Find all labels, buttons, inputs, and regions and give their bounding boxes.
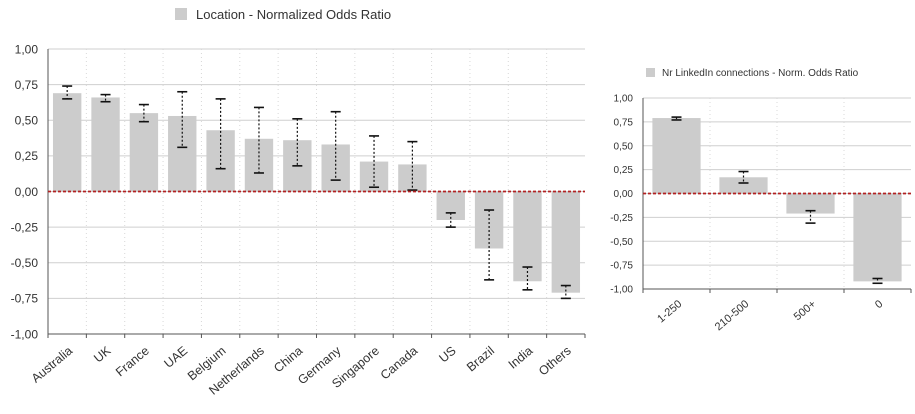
- y-tick-label: 0,75: [15, 78, 39, 92]
- bar: [652, 118, 701, 194]
- legend-label: Location - Normalized Odds Ratio: [196, 7, 391, 22]
- legend: Location - Normalized Odds Ratio: [175, 7, 391, 22]
- y-tick-label: 0,50: [15, 114, 39, 128]
- location-odds-chart: Location - Normalized Odds Ratio 1,00 0,7…: [11, 7, 586, 398]
- y-tick-label: 0,75: [614, 117, 634, 128]
- legend-swatch: [646, 68, 655, 77]
- bar: [551, 191, 581, 293]
- linkedin-connections-chart: Nr LinkedIn connections - Norm. Odds Rat…: [610, 68, 912, 333]
- y-tick-label: -0,75: [610, 261, 633, 272]
- y-axis: 1,00 0,75 0,50 0,25 0,00 -0,25 -0,50 -0,75 -1,00: [610, 94, 644, 296]
- y-tick-label: -0,50: [610, 237, 633, 248]
- x-tick-label: China: [271, 344, 305, 376]
- x-tick-label: Canada: [378, 344, 421, 383]
- y-tick-label: 0,25: [614, 165, 634, 176]
- x-tick-label: Others: [536, 344, 574, 379]
- y-tick-label: -1,00: [11, 327, 39, 341]
- legend: Nr LinkedIn connections - Norm. Odds Rat…: [646, 68, 859, 79]
- y-tick-label: -0,25: [610, 213, 633, 224]
- x-tick-label: 210-500: [713, 298, 752, 333]
- y-axis: 1,00 0,75 0,50 0,25 0,00 -0,25 -0,50 -0,75 -1,00: [11, 42, 49, 341]
- bars: [652, 118, 902, 282]
- x-tick-label: India: [506, 344, 536, 372]
- bar: [719, 177, 768, 194]
- error-bars: [48, 85, 585, 300]
- bar: [91, 97, 120, 192]
- bar: [786, 193, 835, 214]
- x-axis: 1-250 210-500 500+ 0: [642, 288, 912, 333]
- bar: [129, 113, 159, 192]
- y-tick-label: -0,50: [11, 256, 39, 270]
- x-tick-label: Australia: [29, 344, 75, 386]
- y-tick-label: -1,00: [610, 285, 633, 296]
- x-tick-label: 0: [873, 298, 885, 311]
- bar: [436, 191, 465, 220]
- y-tick-label: -0,25: [11, 220, 39, 234]
- y-tick-label: 1,00: [614, 94, 634, 105]
- x-tick-label: UAE: [161, 344, 190, 371]
- x-tick-label: US: [436, 344, 458, 366]
- y-tick-label: 0,00: [15, 185, 39, 199]
- y-tick-label: 0,25: [15, 149, 39, 163]
- legend-swatch: [175, 8, 187, 20]
- y-tick-label: 1,00: [15, 42, 39, 56]
- error-bars: [643, 116, 911, 285]
- y-tick-label: 0,00: [614, 189, 634, 200]
- y-tick-label: 0,50: [614, 141, 634, 152]
- legend-label: Nr LinkedIn connections - Norm. Odds Rat…: [662, 68, 859, 79]
- bar: [853, 193, 902, 282]
- x-tick-label: 1-250: [655, 298, 684, 325]
- x-tick-label: UK: [91, 343, 114, 365]
- x-tick-label: 500+: [792, 298, 819, 323]
- y-tick-label: -0,75: [11, 292, 39, 306]
- bar: [168, 115, 197, 192]
- x-tick-label: Brazil: [464, 344, 497, 375]
- bar: [52, 93, 82, 192]
- x-tick-label: France: [113, 344, 152, 380]
